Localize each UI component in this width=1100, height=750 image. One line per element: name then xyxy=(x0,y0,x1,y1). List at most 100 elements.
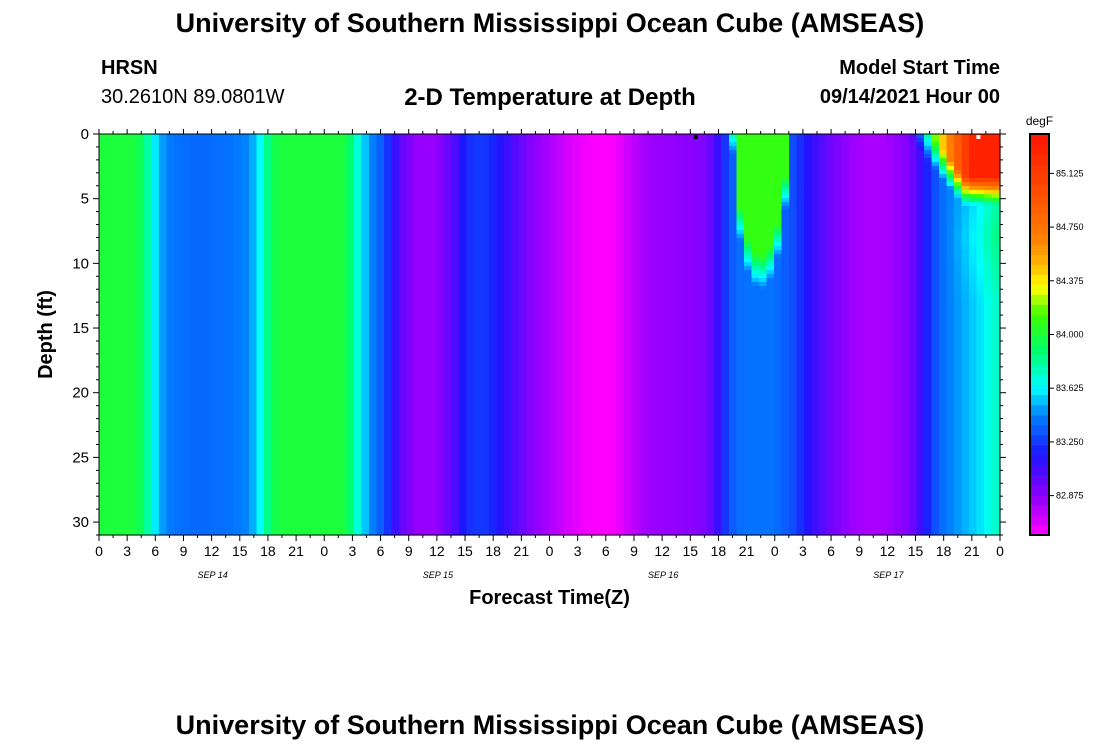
heatmap-cell xyxy=(309,474,318,479)
heatmap-cell xyxy=(406,262,415,267)
heatmap-cell xyxy=(354,434,363,439)
heatmap-cell xyxy=(369,494,378,499)
heatmap-cell xyxy=(286,382,295,387)
heatmap-cell xyxy=(271,514,280,519)
heatmap-cell xyxy=(211,422,220,427)
heatmap-cell xyxy=(271,334,280,339)
heatmap-cell xyxy=(249,382,258,387)
heatmap-cell xyxy=(331,334,340,339)
heatmap-cell xyxy=(196,514,205,519)
heatmap-cell xyxy=(294,174,303,179)
heatmap-cell xyxy=(114,402,123,407)
heatmap-cell xyxy=(241,418,250,423)
heatmap-cell xyxy=(189,402,198,407)
heatmap-cell xyxy=(324,418,333,423)
heatmap-cell xyxy=(459,214,468,219)
heatmap-cell xyxy=(129,226,138,231)
heatmap-cell xyxy=(204,266,213,271)
heatmap-cell xyxy=(429,366,438,371)
heatmap-cell xyxy=(369,326,378,331)
heatmap-cell xyxy=(354,246,363,251)
heatmap-cell xyxy=(316,246,325,251)
heatmap-cell xyxy=(421,298,430,303)
heatmap-cell xyxy=(384,470,393,475)
heatmap-cell xyxy=(129,302,138,307)
heatmap-cell xyxy=(174,150,183,155)
heatmap-cell xyxy=(384,406,393,411)
heatmap-cell xyxy=(309,182,318,187)
heatmap-cell xyxy=(414,266,423,271)
heatmap-cell xyxy=(451,254,460,259)
heatmap-cell xyxy=(294,354,303,359)
heatmap-cell xyxy=(271,406,280,411)
heatmap-cell xyxy=(406,286,415,291)
heatmap-cell xyxy=(181,362,190,367)
heatmap-cell xyxy=(181,202,190,207)
heatmap-cell xyxy=(286,334,295,339)
heatmap-cell xyxy=(271,362,280,367)
heatmap-cell xyxy=(444,346,453,351)
heatmap-cell xyxy=(429,214,438,219)
heatmap-cell xyxy=(264,198,273,203)
heatmap-cell xyxy=(181,398,190,403)
heatmap-cell xyxy=(189,294,198,299)
heatmap-cell xyxy=(241,302,250,307)
heatmap-cell xyxy=(159,278,168,283)
heatmap-cell xyxy=(444,218,453,223)
heatmap-cell xyxy=(451,398,460,403)
heatmap-cell xyxy=(279,158,288,163)
heatmap-cell xyxy=(309,482,318,487)
heatmap-cell xyxy=(159,210,168,215)
heatmap-cell xyxy=(189,182,198,187)
heatmap-cell xyxy=(354,494,363,499)
heatmap-cell xyxy=(316,438,325,443)
heatmap-cell xyxy=(114,330,123,335)
heatmap-cell xyxy=(204,386,213,391)
heatmap-cell xyxy=(211,490,220,495)
heatmap-cell xyxy=(226,178,235,183)
heatmap-cell xyxy=(241,502,250,507)
heatmap-cell xyxy=(414,226,423,231)
heatmap-cell xyxy=(324,174,333,179)
heatmap-cell xyxy=(459,406,468,411)
heatmap-cell xyxy=(264,474,273,479)
heatmap-cell xyxy=(346,146,355,151)
heatmap-cell xyxy=(391,342,400,347)
heatmap-cell xyxy=(346,342,355,347)
heatmap-cell xyxy=(339,366,348,371)
heatmap-cell xyxy=(406,318,415,323)
heatmap-cell xyxy=(144,394,153,399)
heatmap-cell xyxy=(421,378,430,383)
heatmap-cell xyxy=(361,266,370,271)
heatmap-cell xyxy=(234,250,243,255)
heatmap-cell xyxy=(121,446,130,451)
heatmap-cell xyxy=(271,414,280,419)
heatmap-cell xyxy=(399,294,408,299)
heatmap-cell xyxy=(99,506,108,511)
heatmap-cell xyxy=(226,282,235,287)
heatmap-cell xyxy=(144,382,153,387)
heatmap-cell xyxy=(361,294,370,299)
heatmap-cell xyxy=(174,358,183,363)
heatmap-cell xyxy=(256,522,265,527)
heatmap-cell xyxy=(234,202,243,207)
heatmap-cell xyxy=(256,414,265,419)
heatmap-cell xyxy=(174,394,183,399)
heatmap-cell xyxy=(204,410,213,415)
heatmap-cell xyxy=(354,270,363,275)
heatmap-cell xyxy=(106,490,115,495)
heatmap-cell xyxy=(459,254,468,259)
heatmap-cell xyxy=(166,206,175,211)
heatmap-cell xyxy=(166,526,175,531)
heatmap-cell xyxy=(271,378,280,383)
heatmap-cell xyxy=(136,266,145,271)
heatmap-cell xyxy=(174,470,183,475)
heatmap-cell xyxy=(451,322,460,327)
heatmap-cell xyxy=(466,234,475,239)
heatmap-cell xyxy=(451,482,460,487)
heatmap-cell xyxy=(436,362,445,367)
heatmap-cell xyxy=(279,154,288,159)
heatmap-cell xyxy=(174,406,183,411)
heatmap-cell xyxy=(226,518,235,523)
heatmap-cell xyxy=(166,394,175,399)
